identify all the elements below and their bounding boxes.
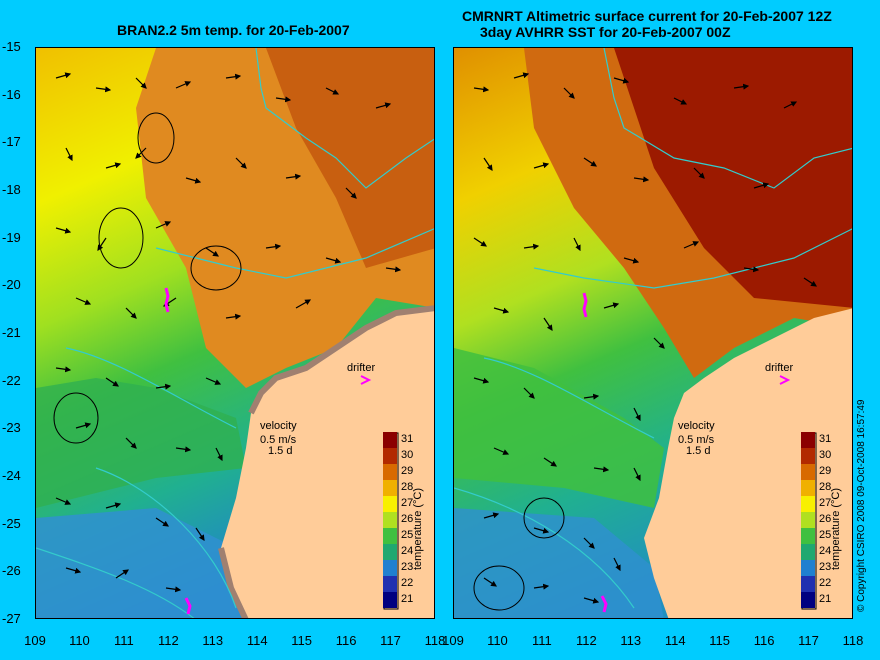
colorbar-swatch [383, 528, 397, 544]
colorbar-swatch [801, 576, 815, 592]
velocity-scale-left: 0.5 m/s [260, 434, 297, 446]
colorbar-tick-label: 22 [819, 577, 832, 589]
velocity-days-right: 1.5 d [686, 445, 711, 457]
lon-tick-label: 109 [442, 633, 464, 648]
colorbar-tick-label: 28 [819, 481, 832, 493]
colorbar-swatch [801, 544, 815, 560]
colorbar-tick-label: 23 [819, 561, 832, 573]
colorbar-swatch [383, 432, 397, 448]
lon-tick-label: 113 [202, 633, 224, 648]
colorbar-tick-label: 21 [819, 593, 832, 605]
lon-tick-label: 110 [69, 633, 90, 648]
colorbar-swatch [801, 512, 815, 528]
colorbar-swatch [801, 496, 815, 512]
right-title-line1: CMRNRT Altimetric surface current for 20… [462, 8, 832, 24]
colorbar-swatch [383, 592, 397, 608]
lon-tick-label: 117 [380, 633, 401, 648]
colorbar-swatch [383, 544, 397, 560]
colorbar-tick-label: 25 [819, 529, 832, 541]
right-map-panel [453, 47, 853, 619]
lat-tick-label: -17 [2, 134, 21, 150]
colorbar-swatch [801, 592, 815, 608]
colorbar-swatch [801, 560, 815, 576]
lon-tick-label: 115 [291, 633, 313, 648]
colorbar-tick-label: 27 [401, 497, 414, 509]
lon-tick-label: 111 [531, 633, 552, 648]
colorbar-tick-label: 31 [401, 433, 414, 445]
colorbar-swatch [801, 480, 815, 496]
colorbar-tick-label: 24 [401, 545, 414, 557]
colorbar-tick-label: 27 [819, 497, 832, 509]
colorbar-tick-label: 30 [401, 449, 414, 461]
velocity-scale-right: 0.5 m/s [678, 434, 715, 446]
velocity-label-right: velocity [678, 420, 715, 432]
drifter-marker-left [360, 375, 372, 385]
velocity-days-left: 1.5 d [268, 445, 293, 457]
right-map [454, 48, 852, 618]
temperature-label-left: temperature (°C) [412, 487, 424, 570]
colorbar-swatch [801, 432, 815, 448]
colorbar-tick-label: 31 [819, 433, 832, 445]
colorbar-tick-label: 22 [401, 577, 414, 589]
lon-tick-label: 118 [842, 633, 864, 648]
colorbar-swatch [383, 512, 397, 528]
lat-tick-label: -20 [2, 277, 21, 293]
colorbar-swatch [801, 528, 815, 544]
velocity-label-left: velocity [260, 420, 297, 432]
colorbar-tick-label: 26 [819, 513, 832, 525]
colorbar-swatch [801, 464, 815, 480]
colorbar-swatch [383, 560, 397, 576]
lat-tick-label: -23 [2, 420, 21, 436]
lon-tick-label: 115 [709, 633, 731, 648]
left-map-panel [35, 47, 435, 619]
left-title: BRAN2.2 5m temp. for 20-Feb-2007 [117, 22, 350, 38]
colorbar-tick-label: 30 [819, 449, 832, 461]
lat-tick-label: -27 [2, 611, 21, 626]
temperature-label-right: temperature (°C) [830, 487, 842, 570]
lon-tick-label: 110 [487, 633, 508, 648]
drifter-label-left: drifter [347, 362, 376, 374]
lat-tick-label: -21 [2, 325, 21, 340]
colorbar-tick-label: 26 [401, 513, 414, 525]
lon-tick-label: 118 [424, 633, 446, 648]
drifter-label-right: drifter [765, 362, 794, 374]
lat-tick-label: -19 [2, 229, 21, 245]
lon-tick-label: 112 [575, 633, 597, 648]
left-map [36, 48, 434, 618]
lon-tick-label: 112 [157, 633, 179, 648]
drifter-track-left [164, 287, 192, 615]
lon-tick-label: 114 [246, 633, 268, 648]
colorbar-tick-label: 29 [401, 465, 414, 477]
colorbar-swatch [801, 448, 815, 464]
colorbar-tick-label: 25 [401, 529, 414, 541]
lon-tick-label: 113 [620, 633, 642, 648]
drifter-marker-right [779, 375, 791, 385]
colorbar-tick-label: 23 [401, 561, 414, 573]
lat-tick-label: -26 [2, 563, 21, 579]
lat-tick-label: -16 [2, 86, 21, 102]
lon-tick-label: 117 [798, 633, 819, 648]
lon-tick-label: 116 [335, 633, 357, 648]
colorbar-swatch [383, 464, 397, 480]
lat-tick-label: -25 [2, 515, 21, 531]
colorbar-tick-label: 21 [401, 593, 414, 605]
lat-tick-label: -22 [2, 372, 21, 388]
copyright-text: © Copyright CSIRO 2008 09-Oct-2008 16:57… [856, 399, 867, 613]
lon-tick-label: 109 [24, 633, 46, 648]
colorbar-swatch [383, 480, 397, 496]
colorbar-swatch [383, 576, 397, 592]
lat-tick-label: -24 [2, 468, 21, 483]
lat-tick-label: -15 [2, 39, 21, 54]
colorbar-tick-label: 28 [401, 481, 414, 493]
colorbar-swatch [383, 448, 397, 464]
lat-tick-label: -18 [2, 182, 21, 197]
lon-tick-label: 111 [113, 633, 134, 648]
colorbar-tick-label: 29 [819, 465, 832, 477]
drifter-track-right [582, 292, 608, 613]
lon-tick-label: 114 [664, 633, 686, 648]
right-title-line2: 3day AVHRR SST for 20-Feb-2007 00Z [480, 24, 731, 40]
lon-tick-label: 116 [753, 633, 775, 648]
colorbar-tick-label: 24 [819, 545, 832, 557]
colorbar-swatch [383, 496, 397, 512]
